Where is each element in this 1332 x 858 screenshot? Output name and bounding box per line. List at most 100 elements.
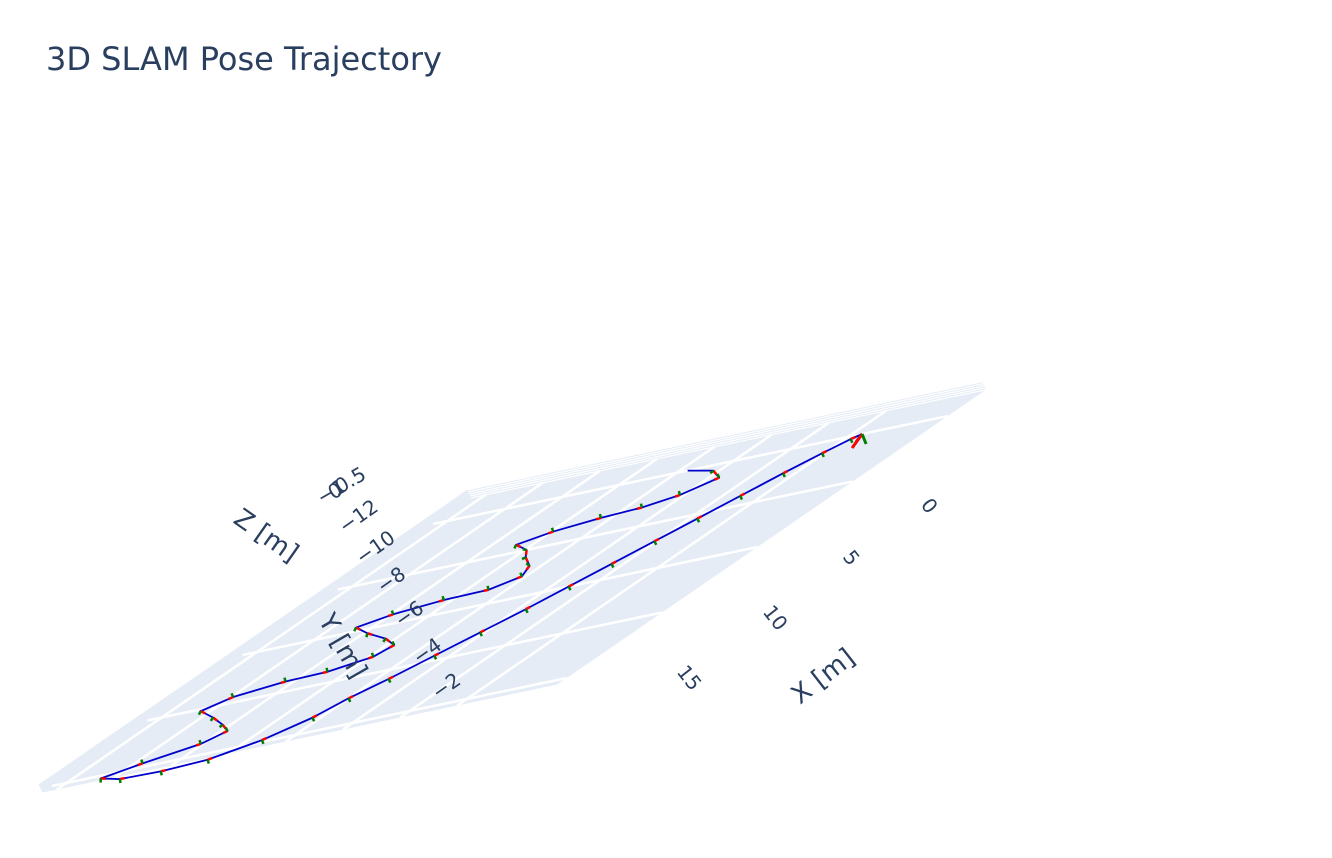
pose-y-axis xyxy=(198,739,202,745)
pose-y-axis xyxy=(610,563,615,569)
pose-marker xyxy=(209,716,218,722)
pose-y-axis xyxy=(677,490,682,496)
pose-marker xyxy=(653,537,660,546)
pose-y-axis xyxy=(118,778,122,784)
pose-marker xyxy=(636,503,644,510)
pose-marker xyxy=(595,513,603,521)
x-tick-label: 10 xyxy=(758,600,793,635)
pose-y-axis xyxy=(709,469,715,475)
grid-line xyxy=(468,383,984,493)
pose-y-axis xyxy=(849,438,854,444)
pose-x-axis xyxy=(821,449,828,455)
pose-y-axis xyxy=(347,697,352,703)
z-axis-title: Z [m] xyxy=(228,503,304,569)
pose-y-axis xyxy=(639,503,644,508)
pose-y-axis xyxy=(598,513,603,519)
pose-y-axis xyxy=(159,771,163,776)
pose-y-axis xyxy=(230,692,235,698)
pose-marker xyxy=(99,777,106,783)
pose-y-axis xyxy=(353,626,358,632)
pose-y-axis xyxy=(370,652,375,658)
pose-marker xyxy=(525,562,531,571)
pose-y-axis xyxy=(478,631,483,637)
pose-marker xyxy=(137,759,144,767)
grid-line xyxy=(113,481,544,779)
pose-y-axis xyxy=(653,540,658,546)
pose-y-axis xyxy=(519,572,524,577)
pose-y-axis xyxy=(206,759,211,764)
pose-x-axis xyxy=(636,506,643,510)
pose-y-axis xyxy=(209,716,215,722)
pose-y-axis xyxy=(197,710,202,716)
pose-y-axis xyxy=(283,677,287,682)
pose-marker xyxy=(820,449,828,458)
pose-x-axis xyxy=(483,588,489,593)
pose-marker xyxy=(483,585,490,593)
pose-y-axis xyxy=(550,527,555,532)
pose-marker xyxy=(347,695,354,703)
pose-y-axis xyxy=(218,723,224,729)
pose-y-axis xyxy=(716,473,721,479)
grid-line xyxy=(470,387,986,497)
grid-lines xyxy=(51,381,987,791)
grid-line xyxy=(467,381,983,491)
pose-marker xyxy=(389,640,396,649)
pose-x-axis xyxy=(389,643,395,649)
chart-title: 3D SLAM Pose Trajectory xyxy=(46,40,442,78)
pose-marker xyxy=(195,739,202,747)
pose-marker xyxy=(311,714,318,722)
pose-marker xyxy=(714,473,721,481)
pose-x-axis xyxy=(355,626,362,631)
pose-marker xyxy=(438,595,445,603)
pose-x-axis xyxy=(438,598,445,603)
pose-marker xyxy=(388,610,395,618)
x-tick-label: 15 xyxy=(672,660,707,695)
pose-y-axis xyxy=(365,632,369,638)
pose-x-axis xyxy=(207,756,213,761)
pose-marker xyxy=(516,572,524,580)
pose-y-axis xyxy=(387,678,392,684)
pose-x-axis xyxy=(160,768,166,773)
pose-x-axis xyxy=(525,564,531,571)
pose-y-axis xyxy=(524,608,529,614)
pose-y-axis xyxy=(525,562,531,567)
pose-y-axis xyxy=(486,585,490,591)
grid-line xyxy=(471,389,987,499)
grid-line xyxy=(227,457,658,755)
pose-x-axis xyxy=(347,695,354,700)
pose-x-axis xyxy=(610,560,617,566)
pose-y-axis xyxy=(433,655,438,660)
grid-line xyxy=(147,611,663,722)
pose-x-axis xyxy=(782,469,789,475)
pose-x-axis xyxy=(568,583,574,588)
side-wall xyxy=(38,489,472,793)
pose-y-axis xyxy=(739,495,744,501)
pose-y-axis xyxy=(311,717,316,722)
grid-line xyxy=(170,469,601,767)
start-pose-axis xyxy=(850,433,864,449)
pose-marker xyxy=(353,626,362,632)
pose-marker xyxy=(478,629,486,637)
pose-y-axis xyxy=(441,595,445,601)
pose-y-axis xyxy=(781,472,786,478)
grid-line xyxy=(242,545,758,657)
pose-marker xyxy=(159,768,166,776)
pose-y-axis xyxy=(513,544,518,549)
pose-y-axis xyxy=(391,640,396,646)
grid-line xyxy=(337,480,853,591)
grid-line xyxy=(469,385,985,495)
pose-y-axis xyxy=(325,667,329,673)
grid-line xyxy=(342,433,773,731)
pose-x-axis xyxy=(524,556,529,563)
pose-y-axis xyxy=(696,518,701,523)
pose-marker xyxy=(387,675,394,684)
pose-y-axis xyxy=(224,726,229,732)
pose-marker xyxy=(222,726,229,735)
pose-marker xyxy=(197,710,206,716)
x-tick-label: 5 xyxy=(838,545,865,570)
pose-x-axis xyxy=(524,549,528,556)
pose-marker xyxy=(206,756,213,764)
x-tick-label: 0 xyxy=(916,493,943,518)
pose-marker xyxy=(610,560,617,569)
